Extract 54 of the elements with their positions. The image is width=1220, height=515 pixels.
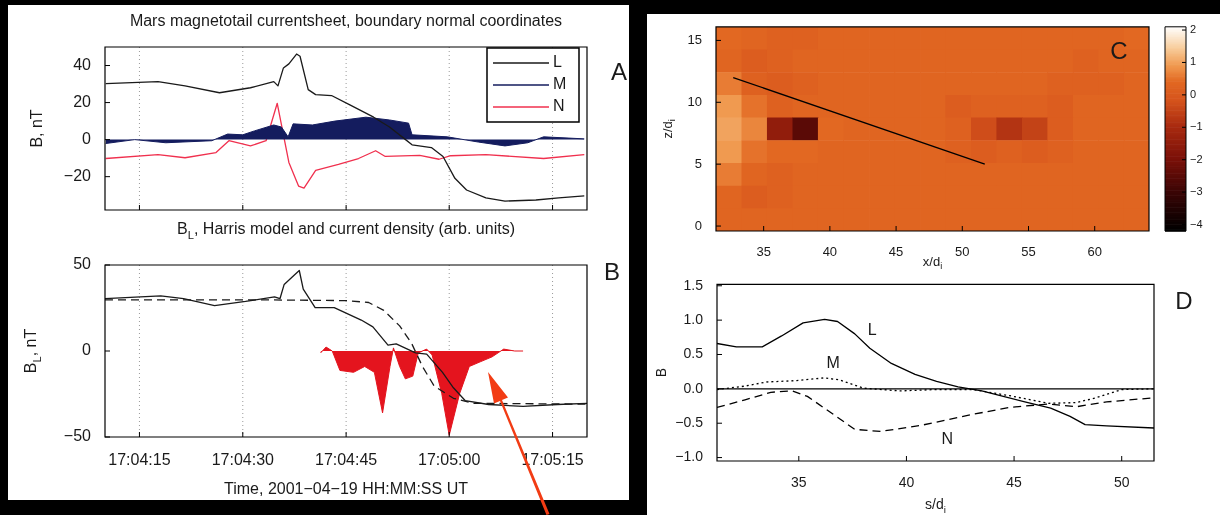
text: D [1175,287,1193,315]
y-tick-label: 0.0 [683,379,704,396]
x-tick-label: 17:04:15 [108,451,171,469]
color-bar-label: −2 [1190,152,1203,165]
y-tick-label: −20 [63,167,92,185]
y-tick-label: −1.0 [675,448,704,465]
x-tick-label: 60 [1087,244,1102,260]
y-axis-title: B [652,368,669,378]
y-tick-label: 0.5 [683,345,704,362]
x-tick-label: 40 [898,474,915,491]
x-tick-label: 40 [822,244,838,260]
series-label: L [867,320,877,338]
legend-label: N [553,97,565,115]
chart-title: Mars magnetotail currentsheet, boundary normal coordinates [129,12,563,30]
x-tick-label: 17:05:00 [418,451,481,469]
legend-label: M [553,75,567,93]
legend-label: L [553,53,562,71]
series-label: M [826,354,840,372]
color-bar-label: 1 [1190,55,1197,68]
y-axis-title: BL, nT [22,328,43,374]
color-bar-label: −1 [1190,120,1203,133]
y-tick-label: 0 [82,130,92,148]
x-tick-label: 55 [1021,244,1036,260]
y-tick-label: 15 [687,31,702,47]
x-axis-title: Time, 2001−04−19 HH:MM:SS UT [224,480,469,498]
color-bar-label: 2 [1190,23,1197,36]
x-tick-label: 35 [791,474,807,491]
color-bar-label: −3 [1190,185,1203,198]
x-tick-label: 45 [888,244,904,260]
text: B [604,257,621,285]
x-tick-label: 50 [1113,474,1130,491]
x-tick-label: 50 [955,244,970,260]
y-tick-label: 20 [73,92,92,110]
y-axis-title: z/di [659,119,678,139]
y-tick-label: 5 [694,155,702,171]
x-tick-label: 17:04:45 [314,451,378,469]
text: A [611,57,628,85]
annotation: C [1110,37,1128,65]
color-bar-label: 0 [1190,87,1197,100]
y-tick-label: 1.0 [683,310,704,327]
y-tick-label: 50 [73,255,92,273]
y-tick-label: 0 [82,341,92,359]
y-axis-title: B, nT [28,109,46,148]
y-tick-label: −50 [63,427,92,445]
color-bar-label: −4 [1190,217,1203,230]
series-label: N [941,430,954,448]
y-tick-label: 0 [694,217,702,233]
y-tick-label: −0.5 [675,414,704,431]
y-tick-label: 10 [687,93,702,109]
x-tick-label: 17:04:30 [211,451,275,469]
x-tick-label: 35 [756,244,771,260]
x-tick-label: 45 [1006,474,1023,491]
y-tick-label: 1.5 [683,276,704,293]
y-tick-label: 40 [73,55,92,73]
